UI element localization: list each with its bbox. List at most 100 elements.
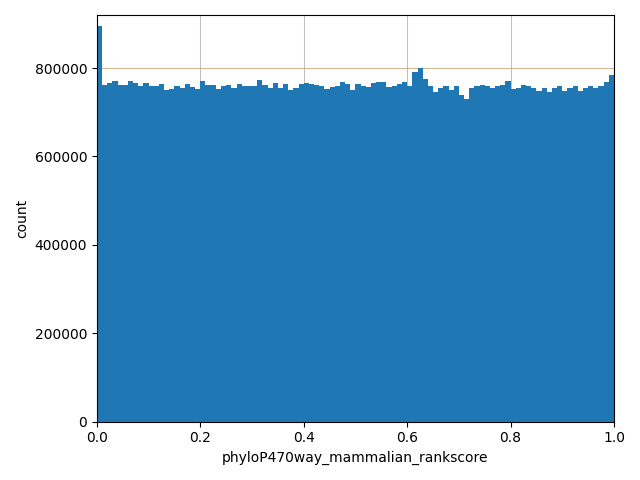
Bar: [97, 26, 102, 421]
Bar: [433, 92, 438, 421]
Bar: [490, 88, 495, 421]
Bar: [123, 85, 128, 421]
Bar: [319, 85, 324, 421]
Bar: [143, 84, 148, 421]
Y-axis label: count: count: [15, 199, 29, 238]
Bar: [242, 86, 247, 421]
Bar: [247, 85, 252, 421]
Bar: [128, 81, 133, 421]
Bar: [536, 91, 541, 421]
Bar: [506, 81, 511, 421]
Bar: [350, 89, 355, 421]
Bar: [402, 82, 407, 421]
Bar: [609, 75, 614, 421]
Bar: [304, 83, 309, 421]
Bar: [376, 82, 381, 421]
Bar: [454, 86, 459, 421]
Bar: [278, 88, 283, 421]
Bar: [324, 89, 330, 421]
Bar: [283, 84, 288, 421]
Bar: [252, 86, 257, 421]
Bar: [190, 87, 195, 421]
Bar: [444, 86, 449, 421]
Bar: [449, 90, 454, 421]
Bar: [205, 85, 211, 421]
Bar: [113, 81, 118, 421]
Bar: [221, 86, 226, 421]
Bar: [479, 85, 484, 421]
Bar: [360, 86, 366, 421]
Bar: [407, 86, 412, 421]
Bar: [257, 80, 262, 421]
Bar: [335, 86, 340, 421]
Bar: [469, 88, 474, 421]
X-axis label: phyloP470way_mammalian_rankscore: phyloP470way_mammalian_rankscore: [222, 451, 489, 465]
Bar: [309, 84, 314, 421]
Bar: [175, 86, 180, 421]
Bar: [180, 87, 185, 421]
Bar: [495, 86, 500, 421]
Bar: [200, 81, 205, 421]
Bar: [588, 86, 593, 421]
Bar: [438, 88, 444, 421]
Bar: [345, 84, 350, 421]
Bar: [366, 86, 371, 421]
Bar: [185, 84, 190, 421]
Bar: [604, 82, 609, 421]
Bar: [598, 86, 604, 421]
Bar: [531, 88, 536, 421]
Bar: [474, 86, 479, 421]
Bar: [216, 89, 221, 421]
Bar: [526, 86, 531, 421]
Bar: [568, 88, 573, 421]
Bar: [273, 83, 278, 421]
Bar: [148, 86, 154, 421]
Bar: [417, 68, 422, 421]
Bar: [459, 95, 464, 421]
Bar: [226, 84, 231, 421]
Bar: [428, 86, 433, 421]
Bar: [392, 85, 397, 421]
Bar: [511, 89, 516, 421]
Bar: [371, 83, 376, 421]
Bar: [381, 83, 387, 421]
Bar: [195, 89, 200, 421]
Bar: [397, 84, 402, 421]
Bar: [288, 90, 293, 421]
Bar: [500, 85, 506, 421]
Bar: [464, 99, 469, 421]
Bar: [268, 88, 273, 421]
Bar: [541, 88, 547, 421]
Bar: [552, 88, 557, 421]
Bar: [293, 88, 299, 421]
Bar: [557, 86, 563, 421]
Bar: [299, 84, 304, 421]
Bar: [484, 86, 490, 421]
Bar: [154, 86, 159, 421]
Bar: [108, 83, 113, 421]
Bar: [593, 88, 598, 421]
Bar: [164, 90, 170, 421]
Bar: [563, 91, 568, 421]
Bar: [583, 88, 588, 421]
Bar: [516, 88, 521, 421]
Bar: [211, 84, 216, 421]
Bar: [138, 86, 143, 421]
Bar: [231, 88, 237, 421]
Bar: [118, 85, 123, 421]
Bar: [237, 84, 242, 421]
Bar: [159, 84, 164, 421]
Bar: [578, 91, 583, 421]
Bar: [133, 83, 138, 421]
Bar: [387, 87, 392, 421]
Bar: [340, 82, 345, 421]
Bar: [547, 92, 552, 421]
Bar: [330, 87, 335, 421]
Bar: [314, 85, 319, 421]
Bar: [262, 85, 268, 421]
Bar: [170, 89, 175, 421]
Bar: [521, 85, 526, 421]
Bar: [102, 85, 108, 421]
Bar: [573, 86, 578, 421]
Bar: [412, 72, 417, 421]
